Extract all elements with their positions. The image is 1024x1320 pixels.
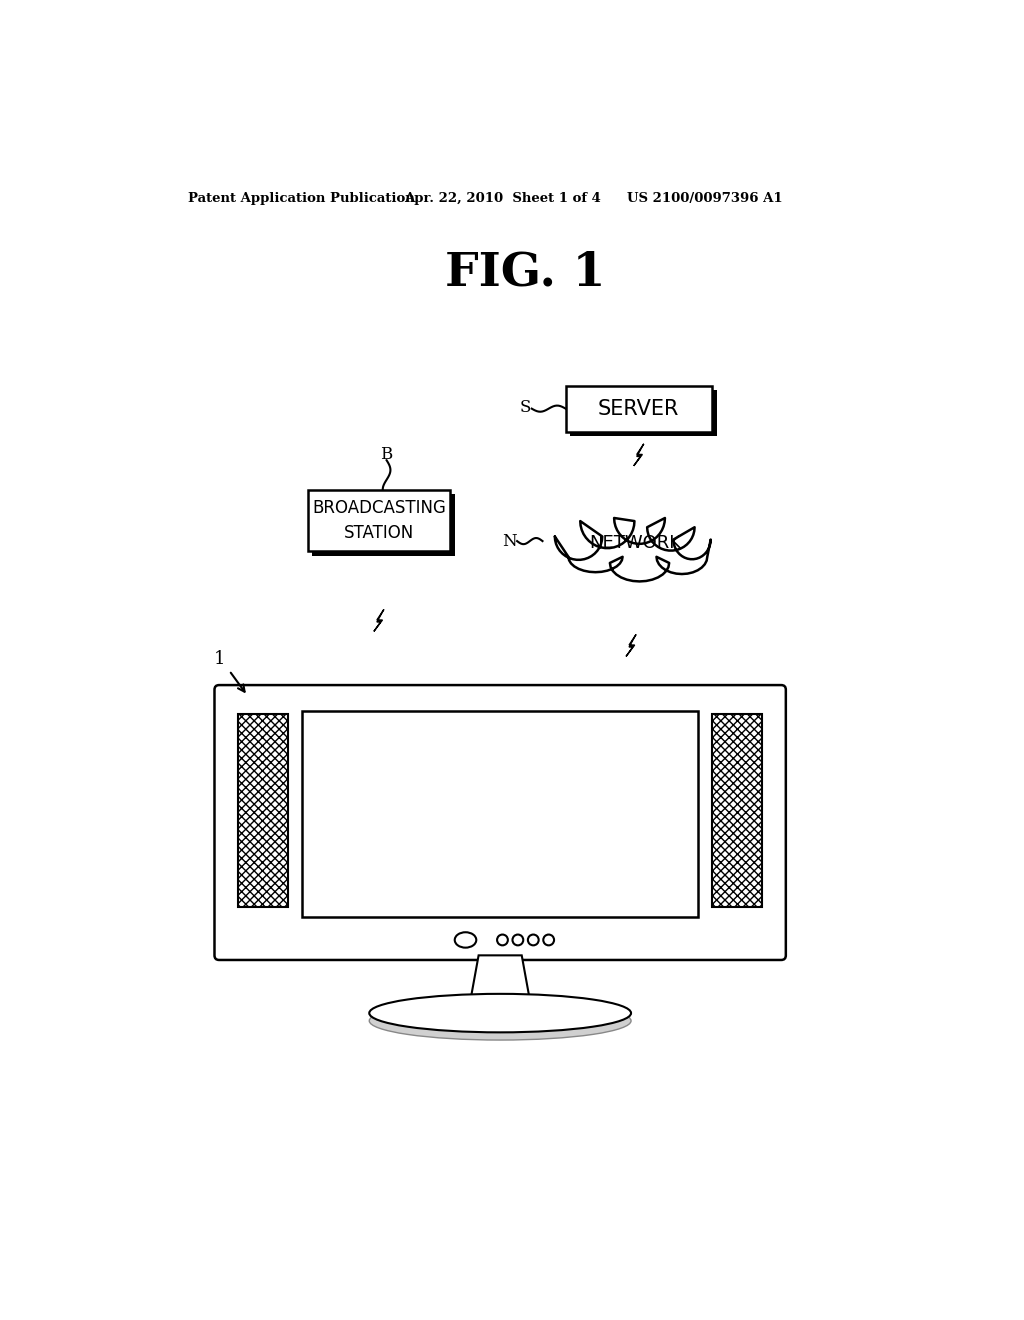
Ellipse shape — [370, 994, 631, 1032]
Text: Apr. 22, 2010  Sheet 1 of 4: Apr. 22, 2010 Sheet 1 of 4 — [403, 191, 601, 205]
Text: NETWORK: NETWORK — [589, 535, 681, 552]
Polygon shape — [626, 635, 636, 656]
Ellipse shape — [370, 1002, 631, 1040]
Bar — [712, 714, 762, 907]
Bar — [565, 385, 712, 432]
Bar — [307, 490, 451, 552]
Bar — [712, 714, 762, 907]
Bar — [570, 391, 717, 437]
Text: BROADCASTING
STATION: BROADCASTING STATION — [312, 499, 445, 541]
Text: N: N — [502, 532, 517, 549]
Bar — [239, 714, 289, 907]
Text: FIG. 1: FIG. 1 — [444, 249, 605, 296]
Text: B: B — [381, 446, 393, 463]
Polygon shape — [471, 956, 529, 998]
Bar — [239, 714, 289, 907]
Bar — [312, 494, 455, 556]
Text: US 2100/0097396 A1: US 2100/0097396 A1 — [628, 191, 782, 205]
Text: Patent Application Publication: Patent Application Publication — [188, 191, 415, 205]
FancyBboxPatch shape — [214, 685, 785, 960]
Text: 1: 1 — [213, 649, 225, 668]
Polygon shape — [634, 444, 644, 466]
Text: S: S — [520, 399, 531, 416]
Text: SERVER: SERVER — [598, 399, 680, 418]
Bar — [301, 711, 698, 917]
Polygon shape — [374, 610, 384, 631]
